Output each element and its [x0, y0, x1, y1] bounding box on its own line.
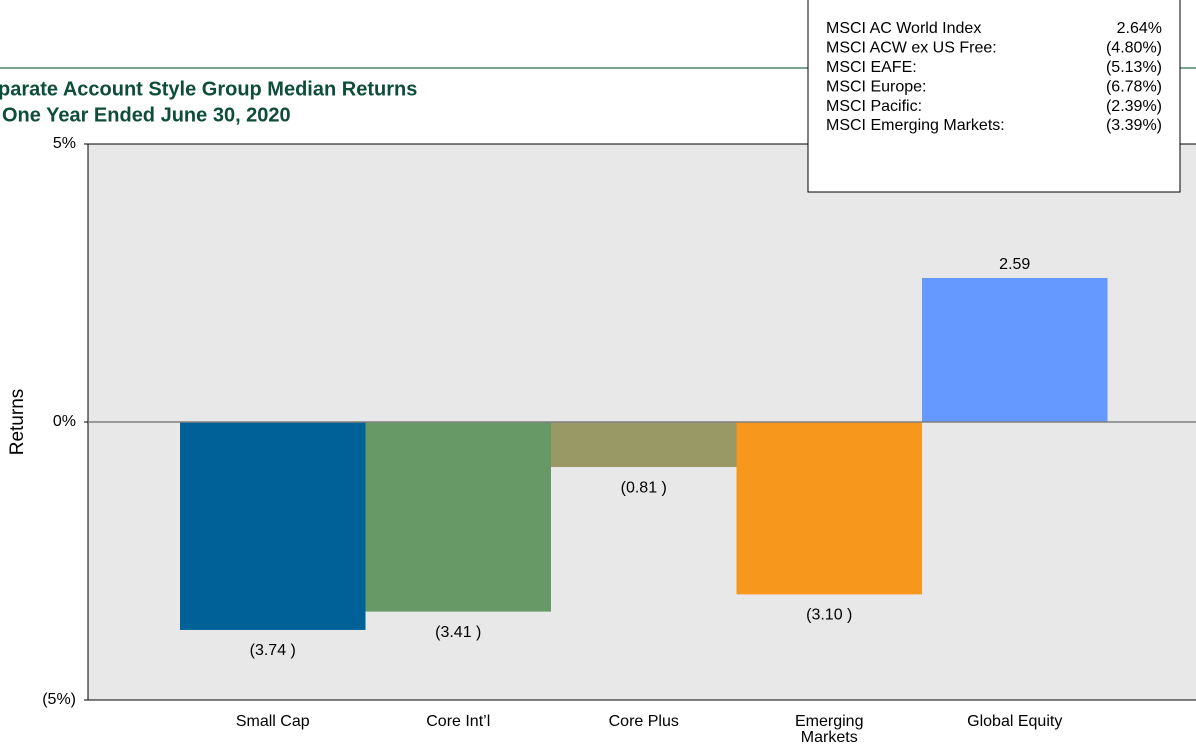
x-tick-label: Core Int’l: [426, 714, 491, 730]
index-name: MSCI Emerging Markets:: [826, 117, 1005, 134]
index-value: (6.78%): [1106, 78, 1162, 95]
index-name: MSCI EAFE:: [826, 59, 917, 76]
y-tick-label: 5%: [53, 135, 76, 152]
x-tick-label-box: Emerging Markets: [795, 714, 864, 746]
bar: [180, 422, 366, 630]
index-name: MSCI ACW ex US Free:: [826, 40, 997, 57]
chart-subtitle: One Year Ended June 30, 2020: [2, 104, 291, 126]
y-axis-label: Returns: [7, 389, 28, 456]
x-tick-label: Small Cap: [235, 714, 310, 730]
index-name: MSCI AC World Index: [826, 20, 981, 37]
bar: [365, 422, 551, 612]
index-value: 2.64%: [1117, 20, 1162, 37]
index-box: [807, 0, 1181, 193]
index-value: (4.80%): [1106, 40, 1162, 57]
index-value: (5.13%): [1106, 59, 1162, 76]
x-tick-label: Global Equity: [967, 714, 1063, 730]
chart-title: parate Account Style Group Median Return…: [0, 78, 417, 100]
x-tick-label-box: Core Plus: [608, 714, 679, 730]
x-tick-label-box: Global Equity: [967, 714, 1063, 730]
index-value: (3.39%): [1106, 117, 1162, 134]
y-tick-label: (5%): [42, 691, 76, 708]
data-label: (3.74 ): [250, 642, 296, 659]
index-name: MSCI Europe:: [826, 78, 926, 95]
index-value: (2.39%): [1106, 98, 1162, 115]
data-label: 2.59: [999, 256, 1030, 273]
data-label: (3.10 ): [806, 607, 852, 624]
bar: [551, 422, 737, 468]
index-name: MSCI Pacific:: [826, 98, 922, 115]
x-tick-label: Core Plus: [608, 714, 679, 730]
x-tick-label-box: Core Int’l: [426, 714, 491, 730]
bar: [736, 422, 922, 595]
data-label: (3.41 ): [435, 624, 481, 641]
data-label: (0.81 ): [621, 479, 667, 496]
x-tick-label-box: Small Cap: [235, 714, 310, 730]
y-tick-label: 0%: [53, 413, 76, 430]
bar: [922, 277, 1108, 422]
x-tick-label: Emerging Markets: [795, 714, 864, 746]
